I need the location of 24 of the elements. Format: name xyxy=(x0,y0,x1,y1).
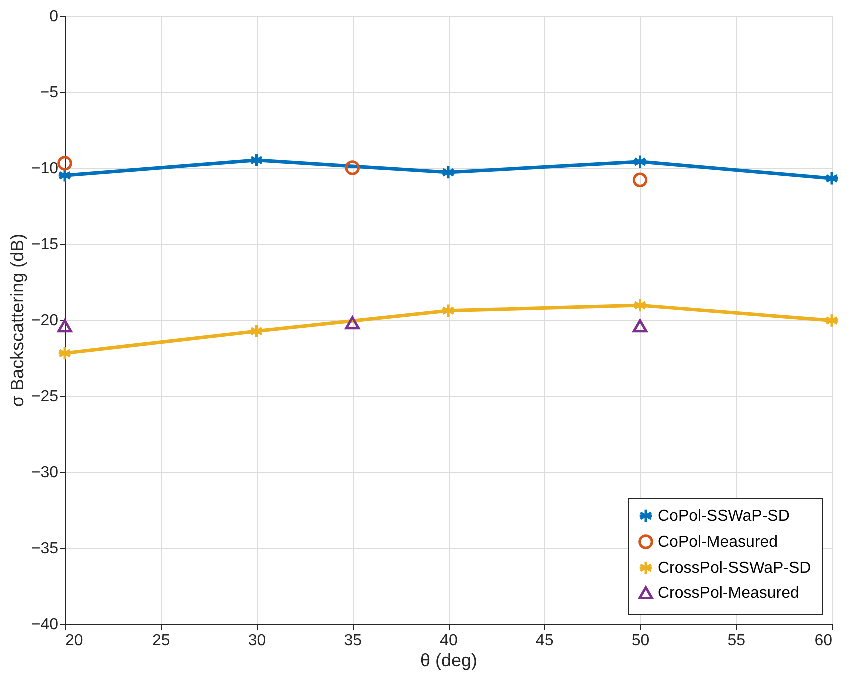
y-tick-label: −5 xyxy=(40,84,59,102)
y-tick-label: −35 xyxy=(31,540,59,558)
y-tick-label: 0 xyxy=(50,8,59,26)
y-tick-label: −40 xyxy=(31,616,59,634)
y-tick-label: −20 xyxy=(31,312,59,330)
x-tick-label: 30 xyxy=(248,632,266,650)
legend-label: CoPol-Measured xyxy=(658,534,778,551)
x-tick-label: 45 xyxy=(536,632,554,650)
x-tick-label: 35 xyxy=(344,632,362,650)
y-tick-label: −10 xyxy=(31,160,59,178)
x-tick-label: 50 xyxy=(632,632,650,650)
y-tick-label: −15 xyxy=(31,236,59,254)
x-tick-label: 40 xyxy=(440,632,458,650)
x-axis-title: θ (deg) xyxy=(420,650,478,670)
legend-label: CoPol-SSWaP-SD xyxy=(658,508,790,525)
legend-label: CrossPol-SSWaP-SD xyxy=(658,560,812,577)
y-axis-title: σ Backscattering (dB) xyxy=(7,234,28,408)
y-tick-label: −30 xyxy=(31,464,59,482)
y-tick-label: −25 xyxy=(31,388,59,406)
legend-label: CrossPol-Measured xyxy=(658,585,800,602)
x-tick-label: 25 xyxy=(152,632,170,650)
x-tick-label: 20 xyxy=(66,632,84,650)
x-tick-label: 55 xyxy=(728,632,746,650)
x-tick-label: 60 xyxy=(814,632,833,650)
